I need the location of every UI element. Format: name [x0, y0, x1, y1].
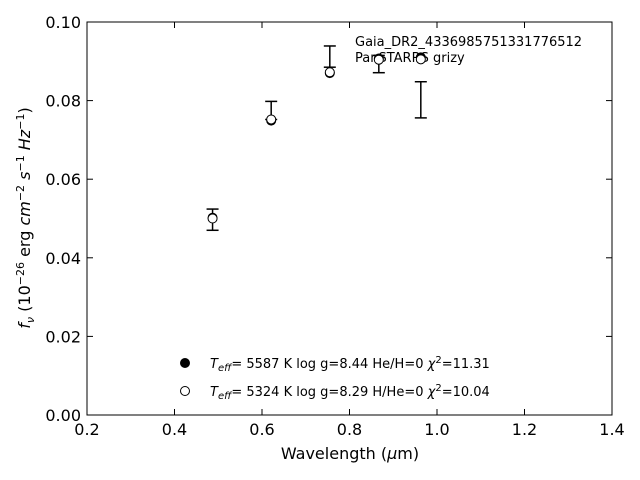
y-tick-label: 0.10 [45, 13, 81, 32]
x-tick-label: 0.8 [337, 420, 362, 439]
y-axis-title: fν (10−26 erg cm−2 s−1 Hz−1) [14, 107, 37, 328]
legend-entry-1: Teff= 5587 K log g=8.44 He/H=0 χ2=11.31 [210, 355, 490, 374]
legend-marker-filled [180, 358, 190, 368]
y-tick-label: 0.00 [45, 406, 81, 425]
x-tick-label: 0.6 [249, 420, 274, 439]
errorbar [323, 45, 336, 68]
x-tick-labels: 0.2 0.4 0.6 0.8 1.0 1.2 1.4 [74, 420, 624, 439]
y-tick-label: 0.08 [45, 92, 81, 111]
x-tick-label: 1.4 [599, 420, 624, 439]
errorbar [414, 80, 427, 119]
x-tick-label: 1.0 [424, 420, 449, 439]
model-points [207, 52, 426, 224]
y-tick-labels: 0.00 0.02 0.04 0.06 0.08 0.10 [45, 13, 81, 425]
model-point-open [324, 67, 335, 78]
x-tick-label: 0.2 [74, 420, 99, 439]
legend: Teff= 5587 K log g=8.44 He/H=0 χ2=11.31 … [180, 355, 490, 402]
legend-entry-2: Teff= 5324 K log g=8.29 H/He=0 χ2=10.04 [210, 383, 490, 402]
annotation-source-id: Gaia_DR2_4336985751331776512 [355, 35, 582, 50]
model-point-open [415, 54, 426, 65]
x-tick-label: 0.4 [162, 420, 187, 439]
axis-ticks [86, 21, 613, 416]
model-point-open [373, 54, 384, 65]
y-tick-label: 0.04 [45, 249, 81, 268]
x-tick-label: 1.2 [512, 420, 537, 439]
y-tick-label: 0.02 [45, 327, 81, 346]
y-tick-label: 0.06 [45, 170, 81, 189]
annotation-filter-set: PanSTARRS grizy [355, 51, 465, 66]
observed-errorbars [206, 45, 427, 232]
model-point-open [266, 114, 277, 125]
model-point-open [207, 213, 218, 224]
legend-marker-open [180, 386, 190, 396]
x-axis-title: Wavelength (μm) [281, 444, 419, 463]
